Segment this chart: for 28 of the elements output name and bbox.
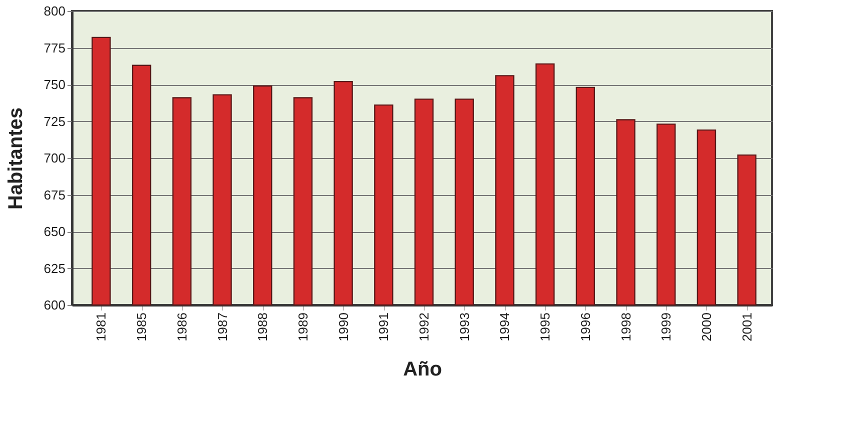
- y-tick-label: 675: [44, 187, 66, 202]
- x-tick-label: 1985: [134, 312, 150, 342]
- x-tick-label: 1996: [578, 312, 593, 342]
- x-tick-label: 1989: [295, 312, 310, 342]
- x-tick-label: 1990: [336, 312, 351, 342]
- x-tick-label: 1994: [497, 312, 512, 342]
- y-axis-title: Habitantes: [4, 107, 27, 210]
- x-tick-label: 1981: [94, 312, 109, 342]
- y-tick-label: 700: [44, 150, 66, 166]
- x-tick-label: 1988: [255, 312, 270, 342]
- y-tick-label: 750: [44, 77, 66, 92]
- y-tick-label: 650: [44, 224, 66, 239]
- y-tick-label: 800: [44, 4, 66, 18]
- x-tick-label: 1987: [214, 312, 230, 342]
- y-tick-label: 725: [44, 114, 66, 129]
- x-tick-label: 2001: [739, 312, 754, 342]
- x-tick-label: 2000: [698, 312, 714, 342]
- y-tick-label: 775: [44, 40, 66, 56]
- x-tick-label: 1998: [618, 312, 634, 342]
- x-tick-label: 1993: [456, 312, 472, 342]
- x-axis-title: Año: [403, 358, 442, 380]
- x-tick-label: 1992: [416, 312, 432, 342]
- x-tick-label: 1999: [658, 312, 674, 342]
- x-tick-label: 1986: [174, 312, 190, 342]
- x-tick-label: 1995: [538, 312, 553, 342]
- y-tick-label: 600: [44, 298, 66, 312]
- y-tick-label: 625: [44, 260, 66, 276]
- x-tick-label: 1991: [376, 312, 392, 342]
